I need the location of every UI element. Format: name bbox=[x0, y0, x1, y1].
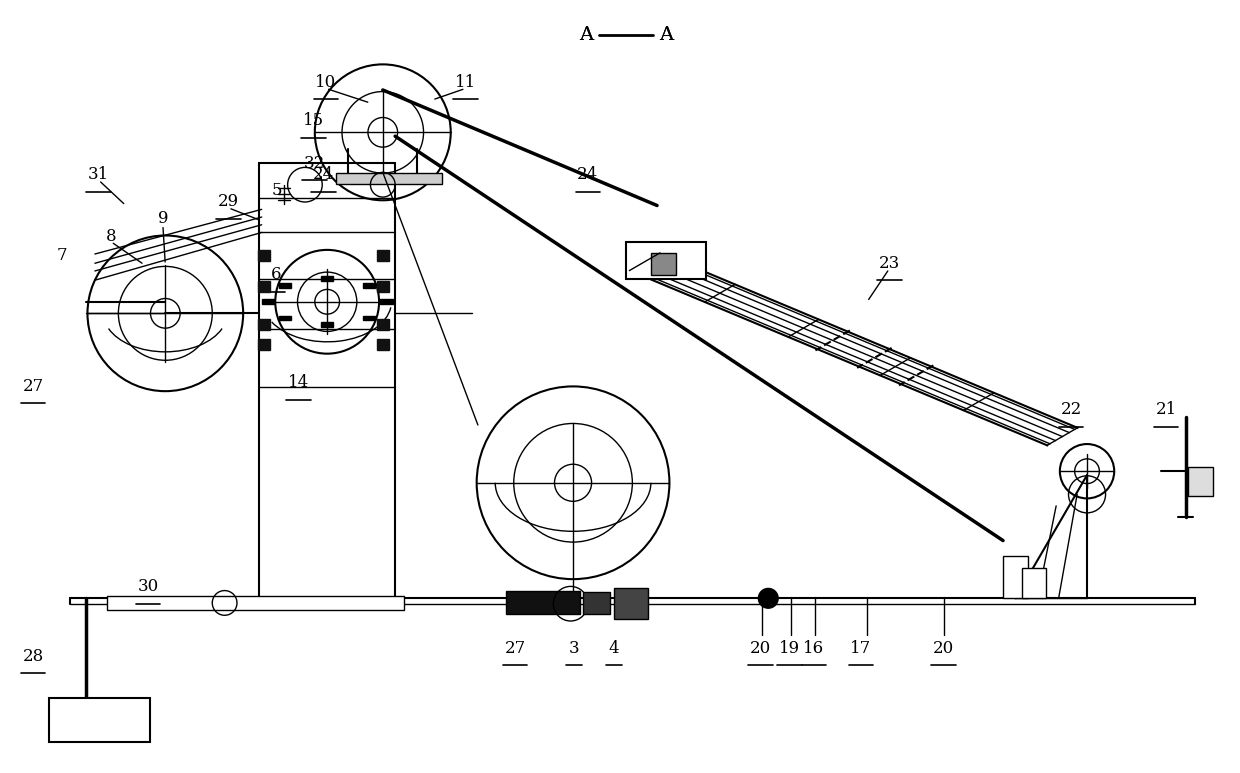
Text: 15: 15 bbox=[303, 112, 324, 129]
Bar bbox=[262, 299, 274, 305]
Bar bbox=[381, 299, 393, 305]
Bar bbox=[1188, 467, 1213, 495]
Bar bbox=[50, 698, 150, 742]
Bar bbox=[107, 596, 404, 610]
Bar bbox=[377, 250, 389, 261]
Bar bbox=[1022, 567, 1047, 598]
Text: 20: 20 bbox=[750, 640, 771, 657]
Text: 22: 22 bbox=[1060, 401, 1081, 418]
Bar bbox=[363, 283, 376, 288]
Text: 17: 17 bbox=[851, 640, 872, 657]
Bar bbox=[363, 315, 376, 321]
Bar bbox=[583, 592, 610, 614]
Bar bbox=[279, 315, 291, 321]
Text: 32: 32 bbox=[304, 155, 325, 172]
Text: 24: 24 bbox=[578, 166, 599, 183]
Text: 3: 3 bbox=[569, 640, 579, 657]
Bar bbox=[377, 319, 389, 330]
Bar bbox=[321, 276, 334, 281]
Text: 5: 5 bbox=[272, 182, 281, 199]
Text: A: A bbox=[658, 26, 673, 44]
Text: 11: 11 bbox=[455, 73, 476, 90]
Text: 31: 31 bbox=[88, 166, 109, 183]
Text: 28: 28 bbox=[22, 648, 43, 665]
Bar bbox=[651, 254, 676, 275]
Bar bbox=[336, 173, 443, 184]
Bar bbox=[321, 322, 334, 327]
Text: 10: 10 bbox=[315, 73, 336, 90]
Bar bbox=[258, 339, 270, 349]
Bar bbox=[377, 339, 389, 349]
Text: 30: 30 bbox=[138, 578, 159, 595]
Circle shape bbox=[759, 588, 779, 608]
Text: 27: 27 bbox=[505, 640, 526, 657]
Bar bbox=[626, 242, 707, 279]
Bar bbox=[614, 588, 649, 619]
Bar bbox=[506, 591, 580, 614]
Text: 21: 21 bbox=[1156, 401, 1177, 418]
Text: 4: 4 bbox=[609, 640, 619, 657]
Text: 14: 14 bbox=[288, 374, 310, 391]
Text: 24: 24 bbox=[312, 166, 334, 183]
Text: 23: 23 bbox=[879, 255, 900, 272]
Text: 20: 20 bbox=[932, 640, 955, 657]
Text: A: A bbox=[579, 26, 594, 44]
Text: 8: 8 bbox=[105, 228, 117, 245]
Text: 9: 9 bbox=[157, 210, 169, 227]
Text: 27: 27 bbox=[22, 378, 43, 395]
Text: A: A bbox=[579, 26, 594, 44]
Bar bbox=[279, 283, 291, 288]
Text: 19: 19 bbox=[779, 640, 800, 657]
Text: A: A bbox=[658, 26, 673, 44]
Bar bbox=[258, 281, 270, 291]
Text: 29: 29 bbox=[218, 193, 239, 210]
Bar bbox=[377, 281, 389, 291]
Text: 16: 16 bbox=[804, 640, 825, 657]
Text: 6: 6 bbox=[272, 267, 281, 284]
Bar bbox=[258, 250, 270, 261]
Bar bbox=[258, 319, 270, 330]
Bar bbox=[1003, 556, 1028, 598]
Text: 7: 7 bbox=[56, 247, 67, 264]
